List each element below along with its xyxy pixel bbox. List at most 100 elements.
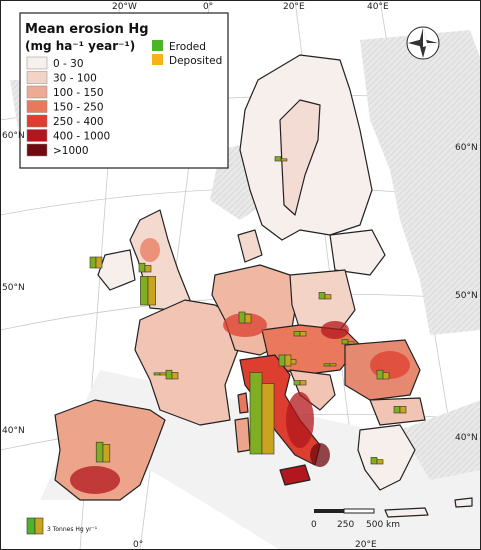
eroded-bar <box>370 457 378 465</box>
erosion-hotspots <box>70 238 410 494</box>
coord-left-50n: 50°N <box>2 283 25 293</box>
eroded-bar <box>95 441 104 463</box>
eroded-bar <box>376 369 384 380</box>
deposited-bar <box>102 444 111 463</box>
legend-swatch <box>26 71 48 84</box>
legend-class-label: 150 - 250 <box>53 102 104 114</box>
legend-class-label: 250 - 400 <box>53 116 104 128</box>
eroded-bar <box>323 363 331 367</box>
bar-legend-label: Eroded <box>169 41 206 53</box>
hg-bar-pair <box>274 156 288 162</box>
hg-bar-pair <box>140 276 156 306</box>
deposited-bar <box>95 256 103 269</box>
legend-class-label: 0 - 30 <box>53 58 84 70</box>
deposited-bar <box>376 459 384 465</box>
greece <box>357 424 416 491</box>
coord-left-60n: 60°N <box>2 131 25 141</box>
hg-bars <box>89 156 407 465</box>
bar-legend-swatch <box>152 40 163 51</box>
hg-bar-pair <box>376 369 390 380</box>
bar-size-key: 3 Tonnes Hg yr⁻¹ <box>26 517 98 535</box>
coord-right-60n: 60°N <box>455 143 478 153</box>
north-arrow-icon <box>406 26 440 60</box>
legend-swatch <box>26 143 48 157</box>
eroded-bar <box>153 372 161 376</box>
bar-legend-swatch <box>152 54 163 65</box>
hg-bar-pair <box>293 331 307 337</box>
scale-bar: 0 250 500 km <box>311 508 400 530</box>
coord-top-20e: 20°E <box>283 2 305 12</box>
sicily <box>279 464 311 486</box>
ireland <box>97 249 136 291</box>
coord-bottom-0: 0° <box>133 540 143 550</box>
deposited-bar <box>144 265 152 273</box>
deposited-bar <box>299 380 307 386</box>
deposited-bar <box>299 331 307 337</box>
denmark <box>237 229 263 263</box>
eroded-bar <box>165 369 173 380</box>
corsica <box>237 392 249 414</box>
poland <box>289 269 356 331</box>
scale-label-250: 250 <box>337 520 354 530</box>
hg-bar-pair <box>318 292 332 300</box>
eroded-bar <box>249 372 263 455</box>
coord-right-40n: 40°N <box>455 433 478 443</box>
eroded-bar <box>89 256 97 269</box>
deposited-bar <box>399 406 407 414</box>
deposited-bar <box>324 294 332 300</box>
hg-bar-pair <box>393 406 407 414</box>
bar-legend-label: Deposited <box>169 55 222 67</box>
croatia <box>289 369 336 411</box>
cyprus <box>454 497 473 508</box>
legend-class-label: 100 - 150 <box>53 87 104 99</box>
legend: Mean erosion Hg (mg ha⁻¹ year⁻¹) 0 - 30 3… <box>19 12 229 169</box>
coord-bottom-20e: 20°E <box>355 540 377 550</box>
legend-class-label: 400 - 1000 <box>53 131 110 143</box>
hg-bar-pair <box>278 354 292 367</box>
eroded-bar <box>318 292 326 300</box>
deposited-bar <box>244 313 252 324</box>
baltics <box>329 229 386 276</box>
hg-bar-pair <box>293 380 307 386</box>
eroded-bar <box>293 380 301 386</box>
legend-title-line1: Mean erosion Hg <box>25 22 149 37</box>
coord-top-0: 0° <box>203 2 213 12</box>
eroded-bar <box>393 406 401 414</box>
hg-bar-pair <box>249 372 275 455</box>
coord-left-40n: 40°N <box>2 426 25 436</box>
legend-swatch <box>26 114 48 128</box>
deposited-bar <box>261 383 275 455</box>
hg-bar-pair <box>153 372 167 376</box>
bar-key-label: 3 Tonnes Hg yr⁻¹ <box>47 526 98 533</box>
hg-bar-pair <box>341 339 355 345</box>
france <box>134 299 241 426</box>
deposited-bar <box>280 158 288 162</box>
legend-swatch <box>26 56 48 70</box>
eroded-bar <box>238 311 246 324</box>
hg-bar-pair <box>238 311 252 324</box>
coord-top-20w: 20°W <box>112 2 137 12</box>
legend-class-label: >1000 <box>53 145 89 157</box>
legend-swatch <box>26 129 48 142</box>
eroded-bar <box>341 339 349 345</box>
coord-right-50n: 50°N <box>455 291 478 301</box>
deposited-bar <box>347 341 355 345</box>
deposited-bar <box>171 372 179 380</box>
deposited-bar <box>284 354 292 367</box>
crete <box>384 507 429 518</box>
eroded-bar <box>274 156 282 162</box>
scale-label-0: 0 <box>311 520 317 530</box>
deposited-bar <box>147 276 156 306</box>
eroded-bar <box>138 262 146 273</box>
hg-bar-pair <box>95 441 111 463</box>
hg-bar-pair <box>89 256 103 269</box>
coord-top-40e: 40°E <box>367 2 389 12</box>
legend-title-line2: (mg ha⁻¹ year⁻¹) <box>25 39 135 53</box>
sardinia <box>234 417 251 453</box>
legend-class-label: 30 - 100 <box>53 73 97 85</box>
scale-label-500: 500 km <box>366 520 400 530</box>
deposited-bar <box>382 372 390 380</box>
eroded-bar <box>140 276 149 306</box>
